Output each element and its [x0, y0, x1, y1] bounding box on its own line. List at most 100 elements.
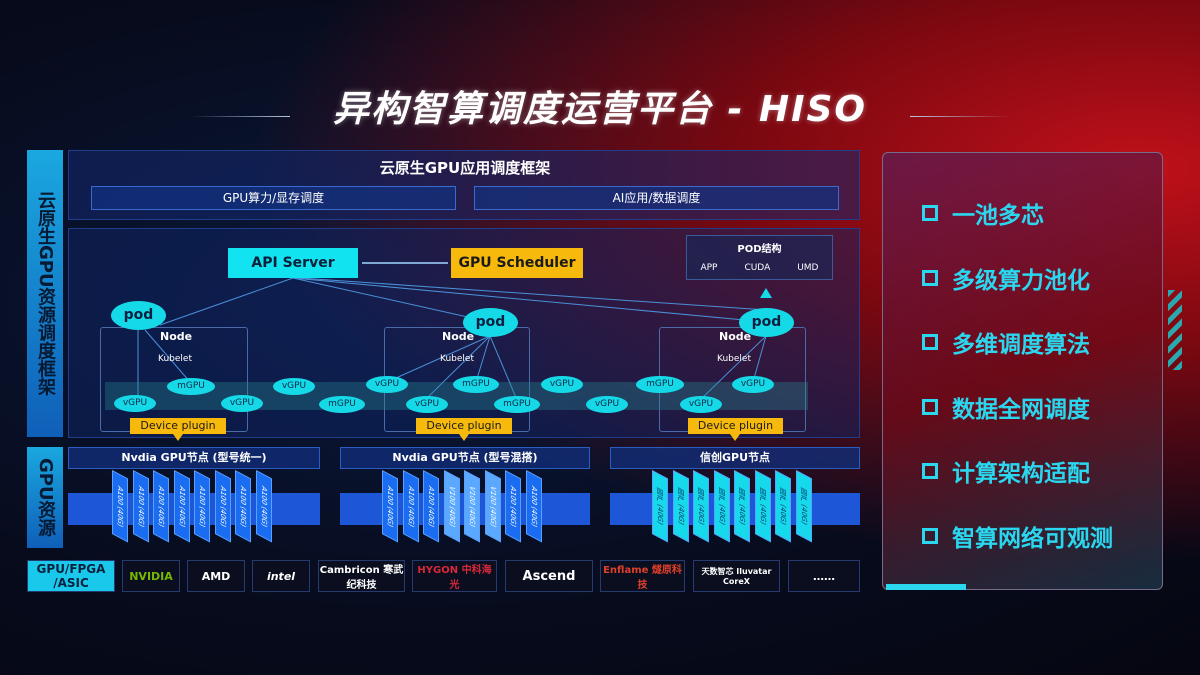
gpu-card: A100 (40G) [112, 470, 128, 543]
pod-3: pod [739, 308, 794, 337]
vgpu-unit: vGPU [732, 376, 774, 393]
vgpu-unit: vGPU [406, 396, 448, 413]
gpu-node-header: 信创GPU节点 [610, 447, 860, 469]
vgpu-unit: vGPU [273, 378, 315, 395]
panel-accent [886, 584, 966, 590]
api-server: API Server [228, 248, 358, 278]
feature-label: 多维调度算法 [952, 332, 1090, 358]
node-label: Node [442, 330, 475, 343]
chip-label: GPU/FPGA /ASIC [27, 560, 115, 592]
checkbox-square-icon [922, 269, 938, 286]
gpu-card: V100 (40G) [484, 470, 501, 543]
kubelet-label: Kubelet [158, 354, 192, 364]
vendor-nvidia: NVIDIA [122, 560, 180, 592]
vendor-ascend: Ascend [505, 560, 593, 592]
pod-umd: UMD [797, 263, 819, 273]
feature-item: 计算架构适配 [922, 454, 1090, 488]
checkbox-square-icon [922, 463, 938, 479]
gpu-card: A100 (40G) [194, 470, 210, 543]
gpu-card: A100 (40G) [235, 470, 251, 543]
gpu-card: 国产 (40G) [775, 470, 791, 543]
ai-data-box: AI应用/数据调度 [474, 186, 839, 210]
gpu-card: A100 (40G) [173, 470, 190, 543]
gpu-card: A100 (40G) [132, 470, 149, 543]
feature-label: 一池多芯 [952, 203, 1044, 229]
framework-label: 云原生GPU资源调度框架 [27, 150, 63, 437]
feature-item: 多级算力池化 [922, 261, 1090, 295]
kubelet-label: Kubelet [440, 354, 474, 364]
feature-label: 多级算力池化 [952, 267, 1090, 294]
mgpu-unit: mGPU [636, 376, 684, 393]
gpu-node-header: Nvdia GPU节点 (型号统一) [68, 447, 320, 469]
vgpu-unit: vGPU [366, 376, 408, 393]
mgpu-unit: mGPU [494, 396, 540, 413]
pod-structure-title: POD结构 [737, 244, 782, 255]
gpu-card: 国产 (40G) [734, 470, 750, 543]
vendor-intel: intel [252, 560, 310, 592]
device-plugin-3: Device plugin [688, 418, 783, 434]
gpu-card: A100 (40G) [402, 470, 419, 543]
gpu-card: 国产 (40G) [652, 470, 668, 543]
feature-item: 一池多芯 [922, 196, 1044, 230]
feature-item: 智算网络可观测 [922, 519, 1113, 553]
pod-2: pod [463, 308, 518, 337]
checkbox-square-icon [922, 527, 938, 544]
mgpu-unit: mGPU [319, 396, 365, 413]
gpu-card: 国产 (40G) [795, 470, 812, 543]
device-plugin-1: Device plugin [130, 418, 226, 434]
gpu-compute-box: GPU算力/显存调度 [91, 186, 456, 210]
gpu-card: A100 (40G) [423, 470, 439, 543]
mgpu-unit: mGPU [453, 376, 499, 393]
pod-app: APP [700, 263, 718, 273]
vendor-enflame: Enflame 燧原科技 [600, 560, 685, 592]
checkbox-square-icon [922, 205, 938, 221]
feature-item: 数据全网调度 [922, 390, 1090, 424]
gpu-card: V100 (40G) [464, 470, 480, 543]
gpu-card: A100 (40G) [382, 470, 398, 543]
gpu-card: A100 (40G) [214, 470, 231, 543]
pod-structure: POD结构 APP CUDA UMD [686, 235, 833, 280]
checkbox-square-icon [922, 334, 938, 350]
kubelet-label: Kubelet [717, 354, 751, 364]
title-deco-left [190, 116, 290, 117]
vendor-more: …… [788, 560, 860, 592]
gpu-card: 国产 (40G) [713, 470, 730, 543]
pod-1: pod [111, 301, 166, 330]
gpu-scheduler: GPU Scheduler [451, 248, 583, 278]
gpu-card: A100 (40G) [525, 470, 542, 543]
pod-cuda: CUDA [744, 263, 771, 273]
vgpu-unit: vGPU [221, 395, 263, 412]
page-title: 异构智算调度运营平台 - HISO [332, 89, 868, 130]
feature-item: 多维调度算法 [922, 325, 1090, 359]
gpu-card: A100 (40G) [505, 470, 521, 543]
node-label: Node [719, 330, 752, 343]
node-label: Node [160, 330, 193, 343]
gpu-card: 国产 (40G) [754, 470, 771, 543]
feature-label: 数据全网调度 [952, 396, 1090, 423]
vendor-iluvatar: 天数智芯 Iluvatar CoreX [693, 560, 780, 592]
gpu-node-header: Nvdia GPU节点 (型号混搭) [340, 447, 590, 469]
vgpu-unit: vGPU [541, 376, 583, 393]
features-panel [882, 152, 1163, 590]
vendor-cambricon: Cambricon 寒武纪科技 [318, 560, 405, 592]
stripe-deco [1168, 290, 1182, 370]
gpu-card: V100 (40G) [443, 470, 460, 543]
vgpu-unit: vGPU [680, 396, 722, 413]
vgpu-unit: vGPU [586, 396, 628, 413]
gpu-card: 国产 (40G) [672, 470, 689, 543]
mgpu-unit: mGPU [167, 378, 215, 395]
gpu-card: 国产 (40G) [693, 470, 709, 543]
vendor-hygon: HYGON 中科海光 [412, 560, 497, 592]
feature-label: 智算网络可观测 [952, 525, 1113, 552]
app-layer-panel: 云原生GPU应用调度框架 GPU算力/显存调度 AI应用/数据调度 [68, 150, 860, 220]
vendor-amd: AMD [187, 560, 245, 592]
gpu-card: A100 (40G) [153, 470, 169, 543]
gpu-resource-label: GPU资源 [27, 447, 63, 548]
feature-label: 计算架构适配 [952, 461, 1090, 487]
vgpu-unit: vGPU [114, 395, 156, 412]
checkbox-square-icon [922, 398, 938, 415]
device-plugin-2: Device plugin [416, 418, 512, 434]
app-layer-title: 云原生GPU应用调度框架 [379, 159, 551, 177]
gpu-card: A100 (40G) [255, 470, 272, 543]
